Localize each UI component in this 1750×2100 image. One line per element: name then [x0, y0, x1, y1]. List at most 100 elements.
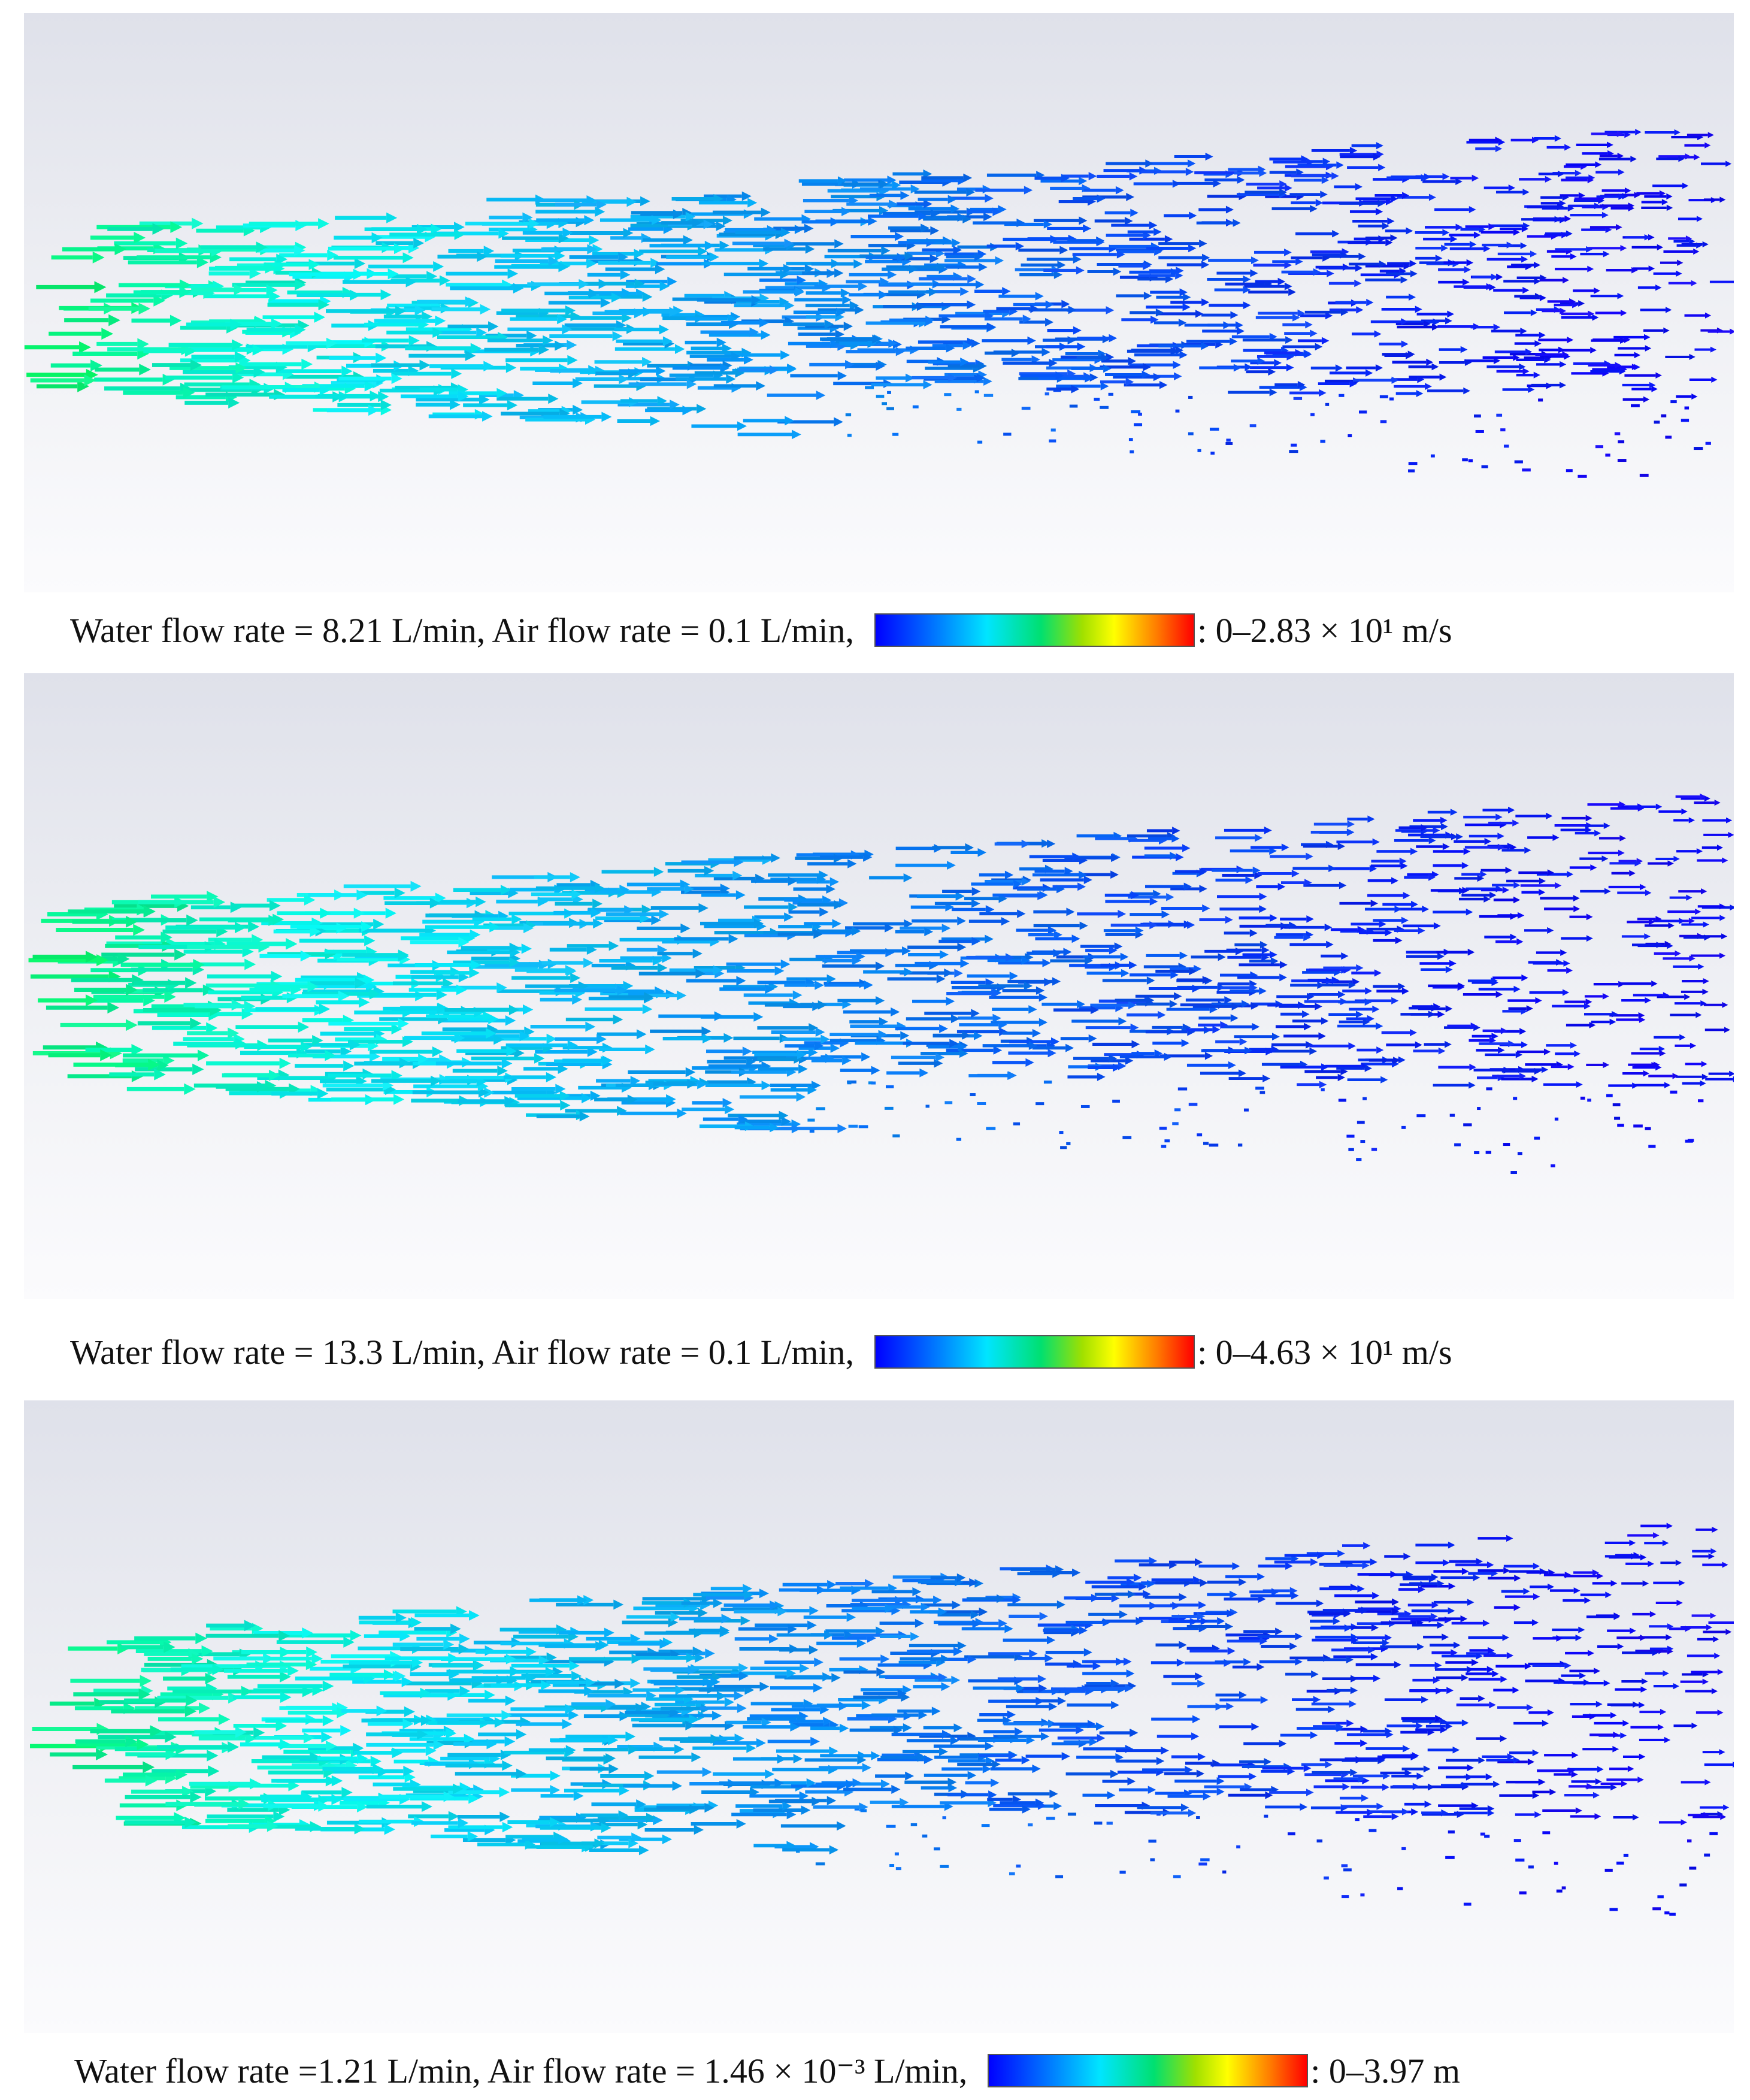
arrow-head — [558, 1063, 568, 1074]
arrow-head — [1485, 1773, 1493, 1781]
arrow-head — [1109, 946, 1118, 955]
arrow-head — [1269, 847, 1277, 855]
arrow-head — [625, 1731, 636, 1742]
arrow-head — [1578, 192, 1585, 199]
arrow-head — [677, 1108, 687, 1119]
arrow-head — [1658, 1046, 1666, 1052]
arrow-head — [1541, 1066, 1549, 1073]
arrow-head — [1237, 175, 1245, 184]
arrow-head — [1409, 259, 1417, 267]
arrow-head — [698, 1608, 708, 1618]
arrow-head — [1592, 314, 1599, 321]
arrow-head — [1166, 893, 1174, 901]
arrow-head — [1443, 1559, 1450, 1566]
arrow-head — [1449, 960, 1457, 967]
arrow-head — [1394, 905, 1402, 913]
arrow-head — [1489, 1701, 1496, 1709]
arrow-head — [331, 1794, 343, 1805]
caption: Water flow rate = 13.3 L/min, Air flow r… — [70, 1332, 855, 1372]
arrow-head — [1578, 300, 1585, 307]
arrow-head — [1165, 275, 1174, 283]
arrow-head — [368, 404, 380, 416]
arrow-head — [579, 279, 589, 289]
arrow-head — [832, 919, 841, 928]
arrow-head — [1212, 1025, 1221, 1034]
arrow-head — [1255, 834, 1263, 842]
arrow-head — [1391, 195, 1398, 202]
arrow-head — [1675, 1559, 1682, 1566]
arrow-head — [1324, 924, 1333, 931]
arrow-head — [433, 1739, 444, 1751]
arrow-head — [485, 1690, 495, 1700]
arrow-head — [1487, 1809, 1495, 1817]
arrow-head — [998, 1020, 1007, 1030]
arrow-head — [1560, 361, 1567, 368]
arrow-head — [736, 976, 746, 986]
arrow-head — [759, 1681, 770, 1692]
arrow-head — [184, 345, 197, 357]
arrow-head — [1164, 1052, 1173, 1061]
arrow-head — [634, 249, 644, 259]
arrow-head — [468, 1793, 479, 1804]
arrow-head — [234, 284, 246, 296]
arrow-head — [1464, 266, 1472, 274]
arrow-head — [1639, 1702, 1645, 1708]
arrow-head — [1445, 1040, 1452, 1048]
arrow-head — [974, 1031, 983, 1040]
arrow-head — [670, 400, 680, 410]
arrow-head — [950, 1014, 960, 1024]
arrow-head — [1567, 205, 1575, 212]
arrow-head — [819, 907, 829, 917]
arrow-head — [793, 1754, 803, 1764]
arrow-head — [714, 1011, 724, 1021]
arrow-head — [1111, 1700, 1119, 1709]
arrow-head — [1281, 843, 1289, 852]
arrow-head — [797, 1049, 807, 1060]
arrow-head — [565, 305, 576, 316]
arrow-head — [1321, 1063, 1329, 1071]
arrow-head — [1508, 806, 1515, 814]
arrow-head — [513, 283, 524, 293]
arrow-head — [1065, 1043, 1074, 1052]
arrow-head — [1704, 142, 1711, 149]
arrow-head — [1111, 854, 1119, 863]
arrow-head — [953, 246, 962, 255]
arrow-head — [1619, 835, 1626, 842]
arrow-head — [1022, 314, 1032, 323]
arrow-head — [759, 317, 769, 328]
arrow-head — [1411, 900, 1418, 908]
arrow-head — [686, 379, 697, 389]
arrow-head — [295, 279, 306, 291]
arrow-head — [1149, 1557, 1158, 1565]
arrow-head — [1239, 1069, 1247, 1078]
arrow-head — [820, 1034, 830, 1044]
arrow-head — [1056, 885, 1065, 894]
arrow-head — [1603, 250, 1610, 258]
arrow-head — [1013, 879, 1022, 889]
arrow-head — [902, 946, 912, 956]
arrow-head — [1500, 1027, 1508, 1034]
arrow-head — [1340, 251, 1348, 259]
arrow-head — [1041, 347, 1050, 356]
arrow-head — [1629, 870, 1636, 877]
arrow-head — [1035, 292, 1044, 301]
arrow-head — [1569, 298, 1576, 305]
arrow-head — [939, 1024, 948, 1033]
arrow-head — [871, 1066, 880, 1075]
arrow-head — [834, 268, 844, 278]
arrow-head — [1225, 1622, 1233, 1631]
arrow-head — [1427, 1783, 1435, 1791]
arrow-head — [1585, 815, 1592, 822]
arrow-head — [1442, 1633, 1449, 1641]
arrow-head — [534, 1053, 545, 1064]
arrow-head — [1618, 193, 1625, 200]
arrow-head — [1439, 373, 1447, 381]
arrow-head — [301, 1041, 312, 1053]
arrow-head — [1607, 141, 1613, 149]
arrow-head — [1161, 910, 1170, 919]
arrow-head — [480, 304, 491, 315]
arrow-head — [736, 1818, 746, 1829]
arrow-head — [1055, 371, 1064, 380]
arrow-head — [1409, 293, 1416, 301]
arrow-head — [722, 216, 733, 226]
